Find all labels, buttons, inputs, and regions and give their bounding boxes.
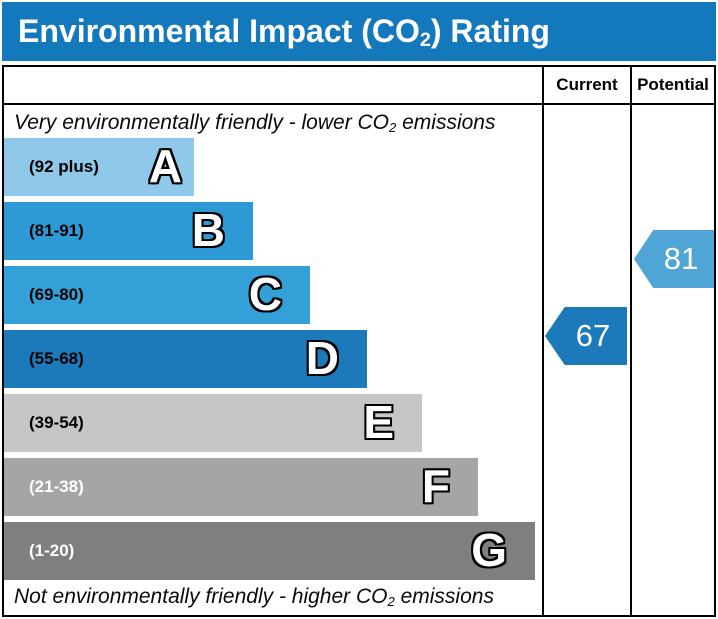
band-e-letter: E bbox=[363, 396, 394, 448]
band-b-letter: B bbox=[191, 204, 225, 256]
band-b-range-label: (81-91) bbox=[29, 221, 84, 240]
chart-title-bar: Environmental Impact (CO2) Rating bbox=[2, 2, 716, 61]
current-column-header: Current bbox=[556, 75, 618, 94]
potential-column-header: Potential bbox=[637, 75, 709, 94]
band-e: (39-54) E bbox=[4, 394, 422, 452]
band-g-range-label: (1-20) bbox=[29, 541, 75, 560]
potential-rating-arrow: 81 bbox=[634, 230, 714, 288]
top-note: Very environmentally friendly - lower CO… bbox=[14, 111, 496, 135]
potential-rating-value: 81 bbox=[663, 241, 699, 276]
band-c: (69-80) C bbox=[4, 266, 310, 324]
current-rating-value: 67 bbox=[575, 318, 611, 353]
band-f-range-label: (21-38) bbox=[29, 477, 84, 496]
current-rating-arrow: 67 bbox=[545, 307, 627, 365]
band-f: (21-38) F bbox=[4, 458, 478, 516]
band-d-range-label: (55-68) bbox=[29, 349, 84, 368]
table-header-row: Current Potential bbox=[4, 67, 714, 105]
column-divider-potential bbox=[630, 67, 632, 615]
column-divider-current bbox=[542, 67, 544, 615]
band-d-letter: D bbox=[305, 332, 339, 384]
band-d: (55-68) D bbox=[4, 330, 367, 388]
band-a-letter: A bbox=[148, 140, 182, 192]
band-a-range-label: (92 plus) bbox=[29, 157, 99, 176]
bottom-note: Not environmentally friendly - higher CO… bbox=[14, 585, 494, 609]
band-g: (1-20) G bbox=[4, 522, 535, 580]
band-a: (92 plus) A bbox=[4, 138, 194, 196]
band-g-letter: G bbox=[471, 524, 507, 576]
band-c-letter: C bbox=[248, 268, 282, 320]
band-f-letter: F bbox=[421, 460, 450, 512]
band-b: (81-91) B bbox=[4, 202, 253, 260]
rating-table: Current Potential Very environmentally f… bbox=[2, 65, 716, 617]
band-c-range-label: (69-80) bbox=[29, 285, 84, 304]
band-e-range-label: (39-54) bbox=[29, 413, 84, 432]
page-title: Environmental Impact (CO2) Rating bbox=[18, 13, 550, 52]
